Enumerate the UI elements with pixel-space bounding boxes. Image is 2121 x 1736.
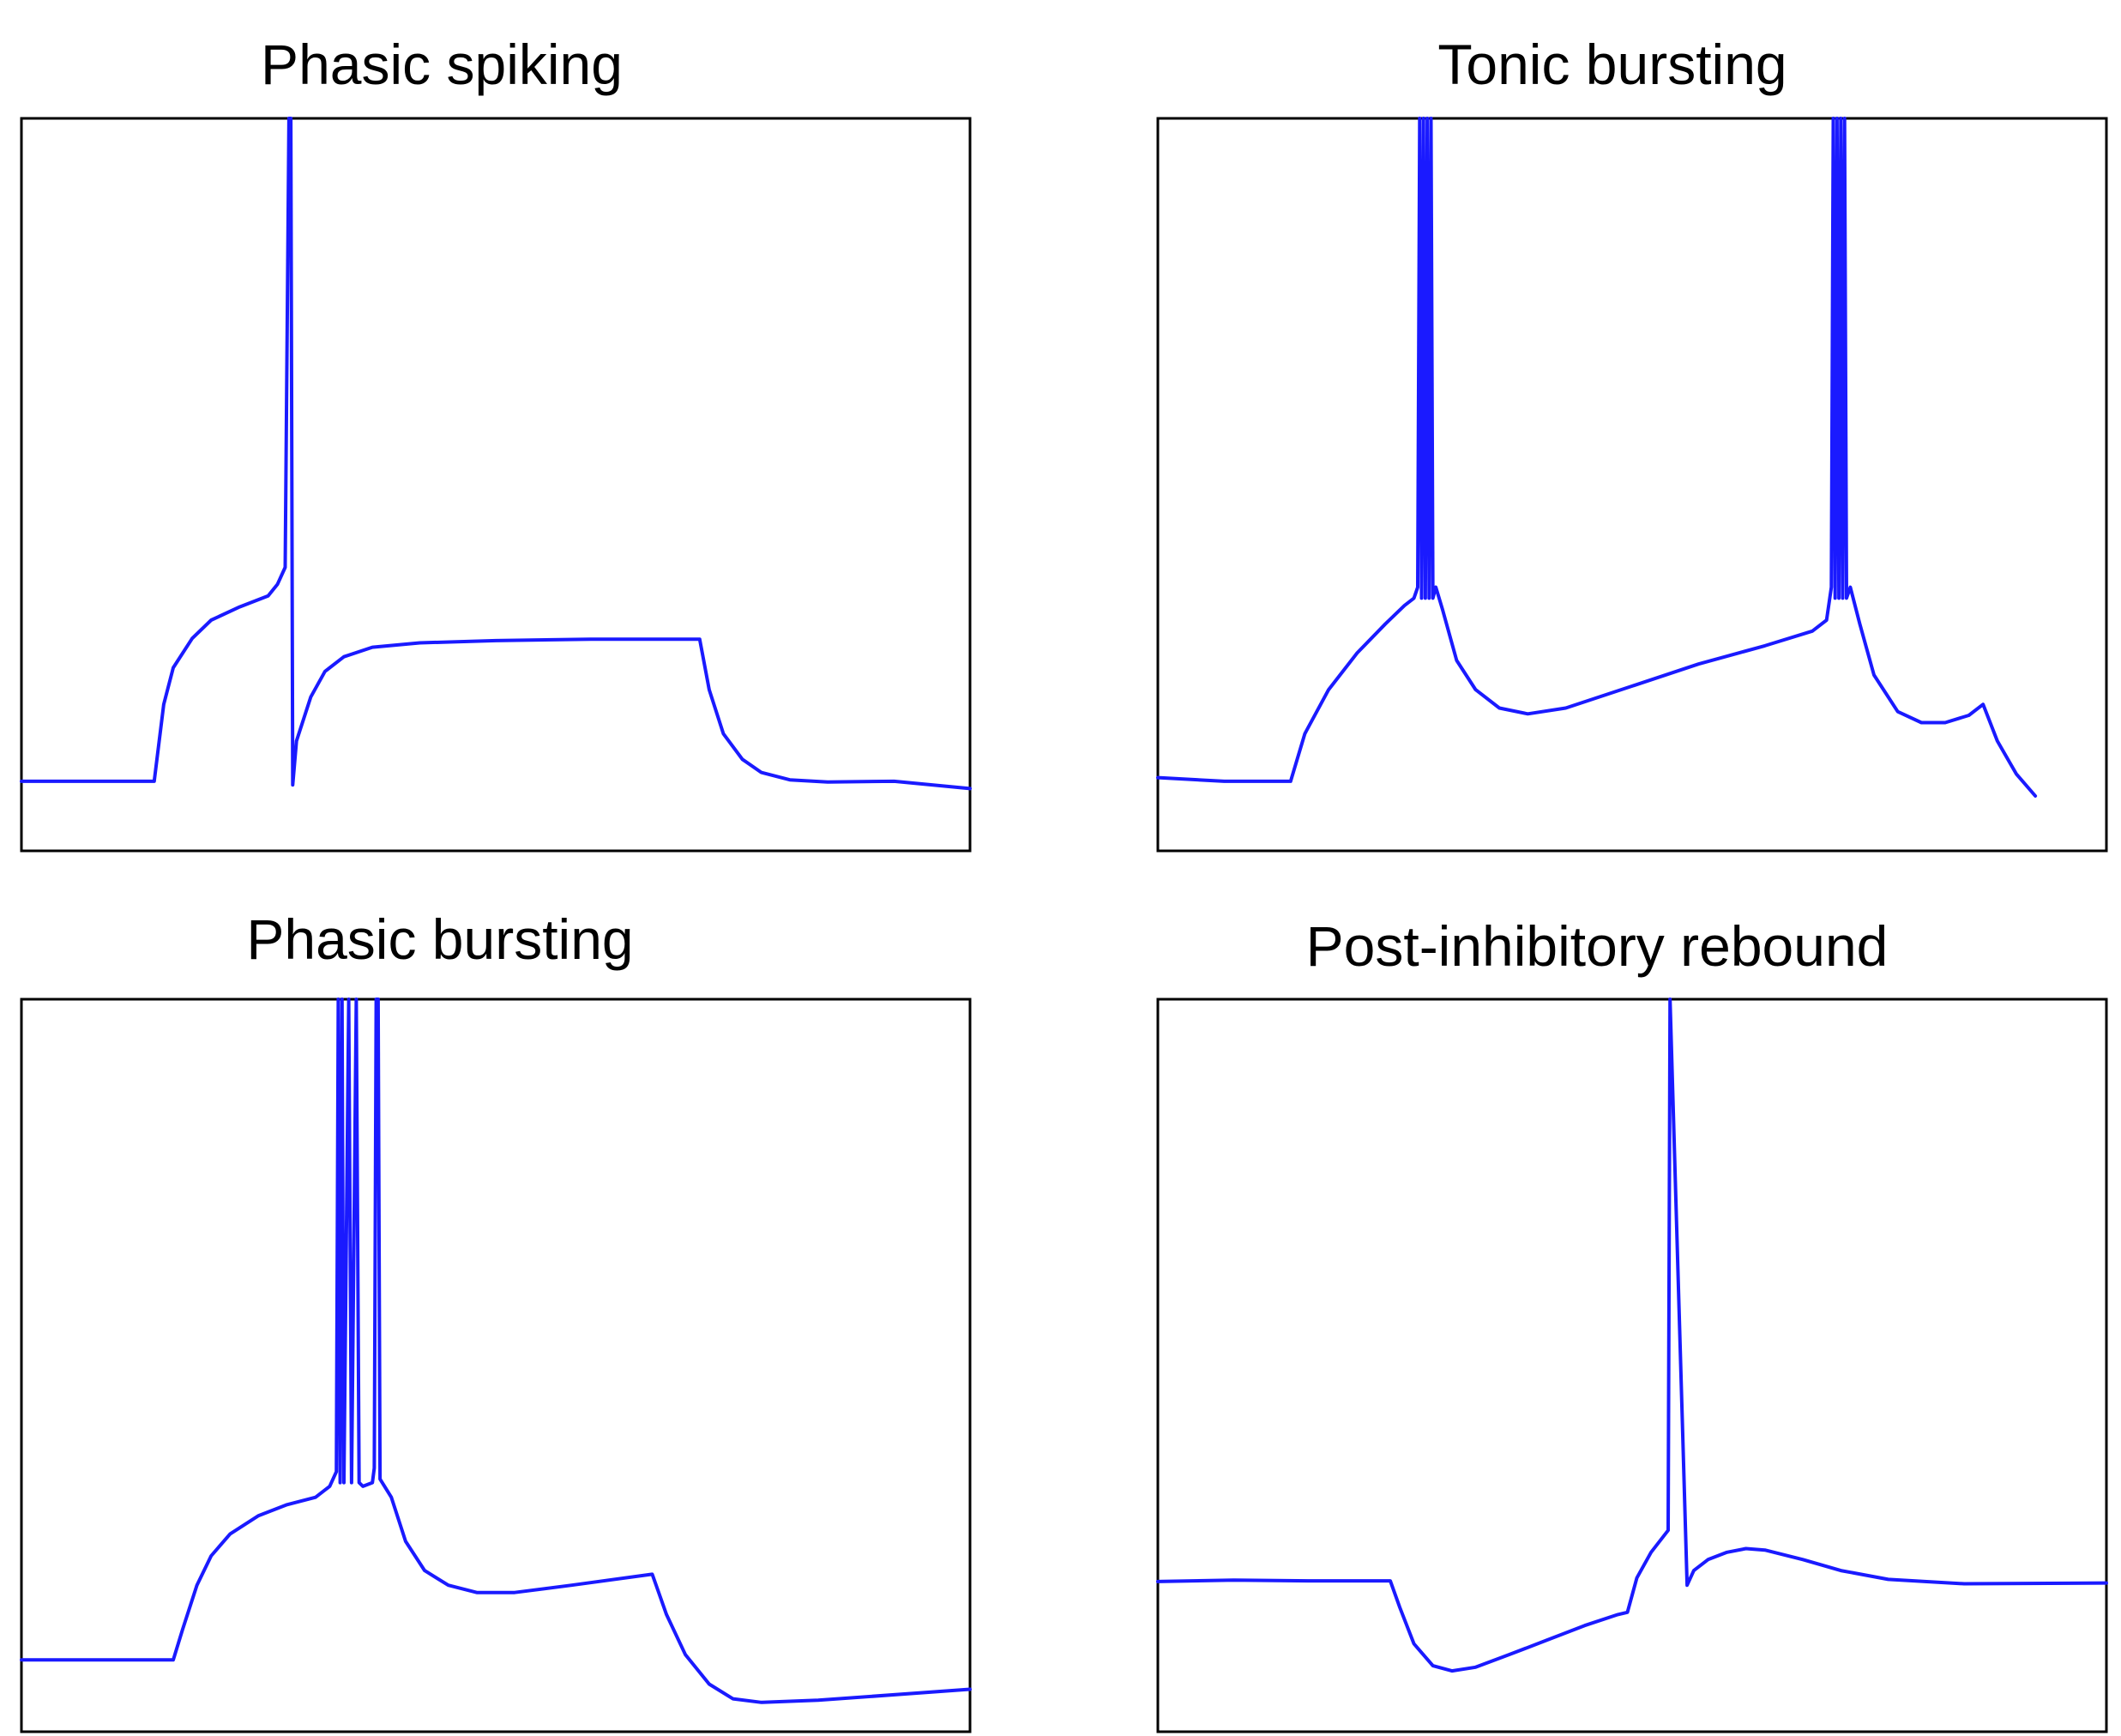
chart-title-phasic-spiking: Phasic spiking — [261, 33, 623, 96]
chart-title-post-inhibitory-rebound: Post-inhibitory rebound — [1305, 914, 1889, 978]
chart-title-phasic-bursting: Phasic bursting — [246, 907, 634, 971]
plot-frame-phasic-spiking — [20, 117, 972, 853]
plot-frame-phasic-bursting — [20, 998, 972, 1733]
voltage-trace-post-inhibitory-rebound — [1156, 998, 2108, 1673]
voltage-trace-phasic-spiking — [20, 117, 972, 791]
panel-post-inhibitory-rebound — [1156, 998, 2108, 1733]
panel-tonic-bursting — [1156, 117, 2108, 853]
panel-phasic-spiking — [20, 117, 972, 853]
panel-phasic-bursting — [20, 998, 972, 1733]
voltage-trace-phasic-bursting — [20, 998, 972, 1704]
plot-frame-tonic-bursting — [1156, 117, 2108, 853]
plot-frame-post-inhibitory-rebound — [1156, 998, 2108, 1733]
chart-title-tonic-bursting: Tonic bursting — [1437, 33, 1787, 96]
voltage-trace-tonic-bursting — [1156, 117, 2038, 798]
